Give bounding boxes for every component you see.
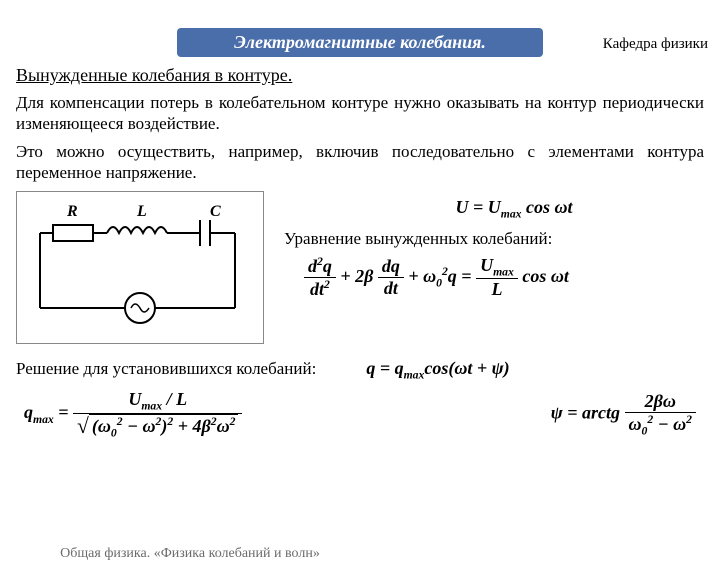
inductor-label: L (136, 203, 147, 220)
slide-footer: Общая физика. «Физика колебаний и волн» (40, 546, 340, 562)
rlc-circuit-diagram: R L C (16, 191, 264, 344)
differential-equation: d2q dt2 + 2β dq dt + ω02q = Umax L cos ω… (304, 255, 704, 301)
forced-oscillation-label: Уравнение вынужденных колебаний: (284, 229, 704, 249)
solution-equation: q = qmaxcos(ωt + ψ) (366, 358, 509, 378)
paragraph-2: Это можно осуществить, например, включив… (16, 141, 704, 184)
resistor-label: R (66, 203, 78, 220)
slide-title: Электромагнитные колебания. (177, 28, 543, 57)
paragraph-1: Для компенсации потерь в колебательном к… (16, 92, 704, 135)
ac-source-icon (131, 304, 149, 312)
solution-label: Решение для установившихся колебаний: (16, 358, 316, 379)
capacitor-label: C (210, 203, 221, 220)
amplitude-equation: qmax = Umax / L √ (ω02 − ω2)2 + 4β2ω2 (24, 389, 242, 439)
phase-equation: ψ = arctg 2βω ω02 − ω2 (551, 391, 696, 438)
section-subtitle: Вынужденные колебания в контуре. (16, 65, 704, 86)
department-label: Кафедра физики (603, 36, 708, 53)
voltage-equation: U = Umax cos ωt (324, 197, 704, 221)
